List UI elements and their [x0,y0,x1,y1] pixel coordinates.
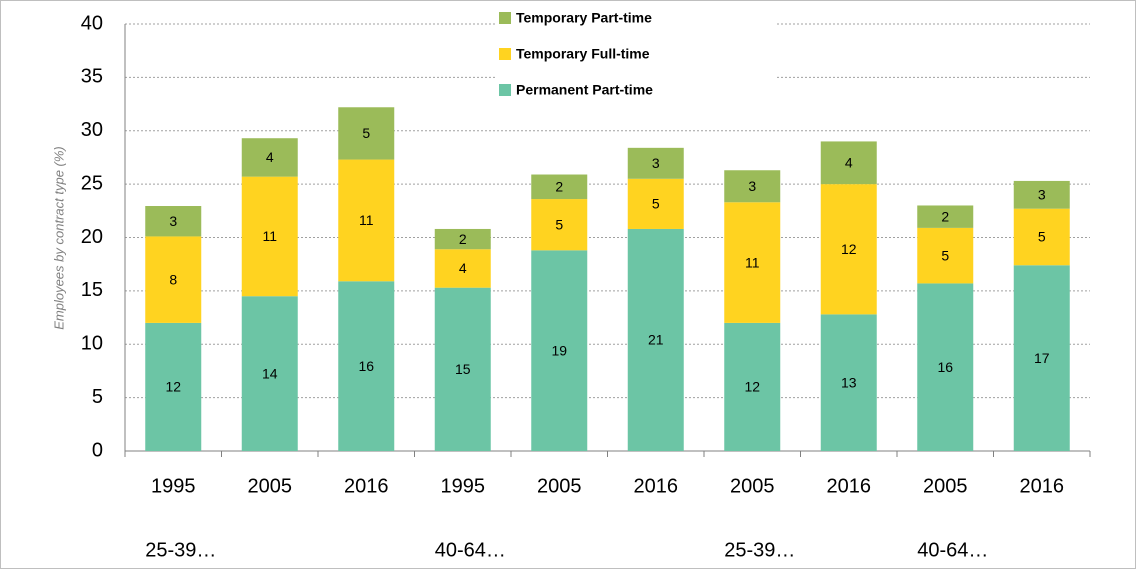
bar-segment [434,249,491,288]
x-tick-label: 1995 [441,475,486,497]
data-label: 2 [555,178,563,194]
bar-segment [820,184,877,315]
y-tick-label: 0 [92,439,103,461]
bar-segment [917,283,974,451]
bar-segment [531,199,588,251]
group-label: 25-39… [145,539,216,561]
bar-segment [241,176,298,297]
bar-segment [145,206,202,237]
data-label: 5 [652,196,660,212]
data-label: 4 [845,154,853,170]
bar-segment [241,296,298,451]
data-label: 2 [459,231,467,247]
y-tick-label: 15 [81,279,103,301]
bar-segment [241,138,298,177]
bar-segment [724,170,781,203]
bar-segment [917,227,974,284]
data-label: 8 [169,271,177,287]
data-label: 2 [941,208,949,224]
bar-segment [627,228,684,451]
bar-segment [724,322,781,451]
data-label: 4 [459,260,467,276]
y-axis-title: Employees by contract type (%) [51,146,66,330]
legend-label: Temporary Part-time [516,10,652,26]
bar-segment [1013,180,1070,209]
data-label: 11 [359,212,374,228]
group-label: 40-64… [917,539,988,561]
legend-box [495,4,775,104]
data-label: 19 [551,342,567,358]
x-tick-label: 2005 [248,475,293,497]
x-tick-label: 1995 [151,475,196,497]
bar-segment [338,281,395,451]
x-tick-label: 2016 [634,475,679,497]
y-tick-label: 25 [81,172,103,194]
x-tick-label: 2016 [1020,475,1065,497]
bar-segment [627,178,684,229]
data-label: 12 [841,241,857,257]
data-label: 16 [937,359,953,375]
data-label: 5 [555,216,563,232]
bar-segment [145,236,202,323]
data-label: 5 [362,125,370,141]
legend-swatch [499,12,511,24]
legend-swatch [499,48,511,60]
data-label: 12 [744,379,760,395]
y-tick-label: 40 [81,12,103,34]
y-tick-label: 20 [81,226,103,248]
x-tick-label: 2016 [827,475,872,497]
y-tick-label: 35 [81,66,103,88]
bar-segment [531,174,588,200]
data-label: 4 [266,149,274,165]
group-label: 25-39… [724,539,795,561]
data-label: 17 [1034,350,1050,366]
legend-swatch [499,84,511,96]
data-label: 11 [745,254,760,270]
bar-segment [820,314,877,451]
data-label: 11 [262,228,277,244]
bar-segment [338,107,395,160]
bar-segment [434,228,491,250]
data-label: 21 [648,332,664,348]
bar-segment [531,250,588,451]
bar-segment [917,205,974,228]
data-label: 3 [748,178,756,194]
bar-segment [627,147,684,179]
bar-segment [820,141,877,185]
bar-segment [1013,208,1070,266]
bar-segment [145,322,202,451]
group-label: 40-64… [435,539,506,561]
data-label: 3 [169,213,177,229]
legend-label: Temporary Full-time [516,46,650,62]
y-tick-label: 10 [81,333,103,355]
data-label: 14 [262,365,278,381]
legend-label: Permanent Part-time [516,82,653,98]
data-label: 5 [1038,229,1046,245]
bar-segment [1013,265,1070,451]
data-label: 16 [358,358,374,374]
data-label: 13 [841,374,857,390]
data-label: 5 [941,247,949,263]
data-label: 3 [652,155,660,171]
data-label: 12 [165,379,181,395]
x-tick-label: 2005 [537,475,582,497]
bar-segment [434,287,491,451]
y-tick-label: 5 [92,386,103,408]
bar-segment [724,202,781,323]
y-tick-label: 30 [81,119,103,141]
bar-segment [338,159,395,282]
x-tick-label: 2005 [923,475,968,497]
x-tick-label: 2016 [344,475,389,497]
data-label: 3 [1038,187,1046,203]
x-tick-label: 2005 [730,475,775,497]
data-label: 15 [455,361,471,377]
